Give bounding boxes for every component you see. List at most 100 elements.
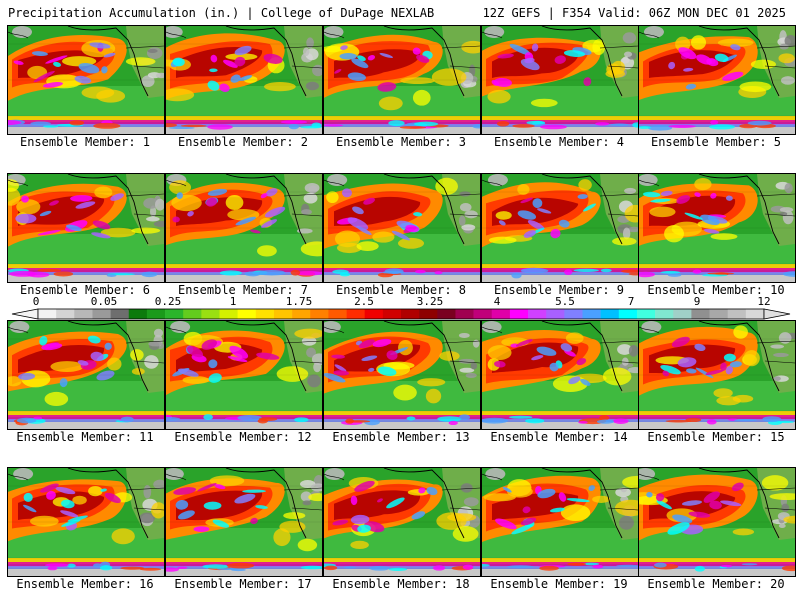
precip-map — [639, 468, 795, 576]
colorbar-swatch — [528, 309, 547, 319]
precip-map — [482, 26, 638, 134]
colorbar-tick-label: 12 — [757, 295, 771, 308]
ensemble-member-label: Ensemble Member: 5 — [650, 135, 782, 149]
colorbar-swatches — [11, 308, 791, 320]
ensemble-map-panel — [323, 173, 481, 283]
precip-colorbar: 0 0.05 0.25 1 1.75 2.5 3.25 4 5.5 7 9 12 — [0, 296, 800, 322]
colorbar-swatch — [38, 309, 57, 319]
ensemble-member-label: Ensemble Member: 14 — [490, 430, 628, 444]
ensemble-map-panel — [481, 25, 639, 135]
ensemble-map-panel — [481, 173, 639, 283]
colorbar-swatch — [92, 309, 111, 319]
precip-map — [639, 321, 795, 429]
ensemble-member-label: Ensemble Member: 7 — [177, 283, 309, 297]
ensemble-member-label: Ensemble Member: 12 — [174, 430, 312, 444]
precip-map — [324, 321, 480, 429]
colorbar-tick-label: 5.5 — [555, 295, 575, 308]
colorbar-swatch — [310, 309, 329, 319]
ensemble-map-panel — [7, 25, 165, 135]
colorbar-tick-label: 1.75 — [285, 295, 313, 308]
ensemble-member-label: Ensemble Member: 3 — [335, 135, 467, 149]
colorbar-swatch — [74, 309, 93, 319]
ensemble-map-panel — [481, 320, 639, 430]
colorbar-swatch — [146, 309, 166, 319]
colorbar-tick-label: 3.25 — [416, 295, 444, 308]
ensemble-member-label: Ensemble Member: 6 — [19, 283, 151, 297]
colorbar-swatch — [401, 309, 420, 319]
colorbar-right-arrow — [763, 308, 791, 320]
ensemble-member-label: Ensemble Member: 17 — [174, 577, 312, 591]
colorbar-swatch — [56, 309, 75, 319]
ensemble-map-panel — [638, 467, 796, 577]
colorbar-swatch — [328, 309, 347, 319]
colorbar-swatch — [237, 309, 257, 319]
product-title: Precipitation Accumulation (in.) | Colle… — [8, 6, 435, 20]
colorbar-swatch — [491, 309, 511, 319]
precip-map — [639, 174, 795, 282]
colorbar-tick-label: 7 — [627, 295, 635, 308]
ensemble-map-panel — [165, 173, 323, 283]
ensemble-member-label: Ensemble Member: 13 — [332, 430, 470, 444]
colorbar-swatch — [691, 309, 710, 319]
ensemble-map-panel — [323, 320, 481, 430]
ensemble-map-panel — [7, 320, 165, 430]
colorbar-swatch — [745, 309, 765, 319]
ensemble-member-label: Ensemble Member: 10 — [647, 283, 785, 297]
ensemble-member-label: Ensemble Member: 16 — [16, 577, 154, 591]
colorbar-left-arrow — [11, 308, 39, 320]
precip-map — [324, 174, 480, 282]
colorbar-swatch — [455, 309, 474, 319]
colorbar-swatch — [509, 309, 529, 319]
precip-map — [166, 468, 322, 576]
ensemble-map-panel — [323, 467, 481, 577]
colorbar-swatch — [382, 309, 402, 319]
colorbar-tick-label: 1 — [229, 295, 237, 308]
colorbar-swatch — [564, 309, 583, 319]
precip-map — [482, 321, 638, 429]
colorbar-swatch — [128, 309, 148, 319]
colorbar-swatch — [618, 309, 638, 319]
colorbar-swatch — [255, 309, 275, 319]
ensemble-map-panel — [165, 467, 323, 577]
colorbar-swatch — [273, 309, 293, 319]
ensemble-map-panel — [165, 320, 323, 430]
precip-map — [8, 468, 164, 576]
colorbar-swatch — [655, 309, 674, 319]
colorbar-tick-label: 2.5 — [354, 295, 374, 308]
colorbar-tick-label: 9 — [693, 295, 701, 308]
ensemble-map-panel — [638, 320, 796, 430]
run-valid-info: 12Z GEFS | F354 Valid: 06Z MON DEC 01 20… — [482, 6, 786, 20]
colorbar-swatch — [636, 309, 656, 319]
colorbar-swatch — [165, 309, 184, 319]
precip-map — [8, 26, 164, 134]
colorbar-swatch — [546, 309, 565, 319]
precip-map — [639, 26, 795, 134]
precip-map — [8, 321, 164, 429]
precip-map — [482, 468, 638, 576]
colorbar-swatch — [727, 309, 747, 319]
ensemble-map-panel — [165, 25, 323, 135]
colorbar-swatch — [673, 309, 692, 319]
ensemble-member-label: Ensemble Member: 8 — [335, 283, 467, 297]
colorbar-tick-label: 0.05 — [90, 295, 118, 308]
colorbar-swatch — [292, 309, 311, 319]
ensemble-member-label: Ensemble Member: 15 — [647, 430, 785, 444]
ensemble-member-label: Ensemble Member: 18 — [332, 577, 470, 591]
precip-map — [324, 468, 480, 576]
ensemble-member-label: Ensemble Member: 11 — [16, 430, 154, 444]
ensemble-member-label: Ensemble Member: 4 — [493, 135, 625, 149]
ensemble-map-panel — [638, 173, 796, 283]
colorbar-tick-label: 0 — [32, 295, 40, 308]
colorbar-swatch — [219, 309, 238, 319]
precip-map — [166, 321, 322, 429]
colorbar-swatch — [473, 309, 493, 319]
ensemble-member-label: Ensemble Member: 2 — [177, 135, 309, 149]
ensemble-map-panel — [7, 173, 165, 283]
colorbar-swatch — [110, 309, 130, 319]
ensemble-map-panel — [7, 467, 165, 577]
colorbar-swatch — [709, 309, 728, 319]
colorbar-swatch — [582, 309, 601, 319]
ensemble-member-label: Ensemble Member: 20 — [647, 577, 785, 591]
precip-map — [166, 174, 322, 282]
